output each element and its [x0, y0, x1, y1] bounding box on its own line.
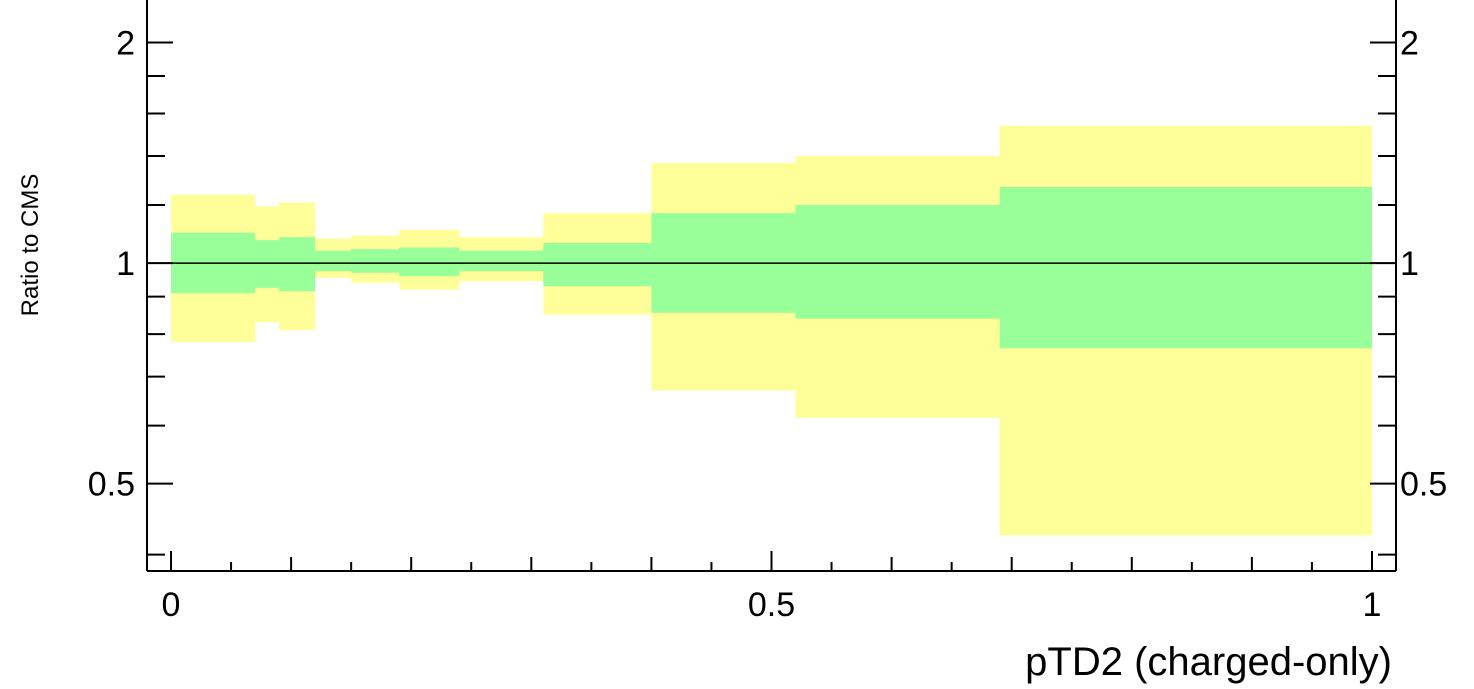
- uncertainty-bands: [171, 125, 1372, 536]
- y-tick-label-right: 1: [1400, 245, 1419, 283]
- y-tick-label-right: 2: [1400, 24, 1419, 62]
- x-tick-label: 0: [162, 586, 181, 624]
- axis-ticks: [147, 41, 1396, 571]
- tick-labels: 0 0.5 1 0.5 0.5 1 1 2 2: [88, 24, 1448, 624]
- x-axis-title: pTD2 (charged-only): [1025, 640, 1392, 684]
- y-tick-label-left: 0.5: [88, 466, 135, 504]
- x-tick-label: 1: [1363, 586, 1382, 624]
- x-tick-label: 0.5: [748, 586, 795, 624]
- y-tick-label-right: 0.5: [1400, 466, 1447, 504]
- y-tick-label-left: 2: [116, 24, 135, 62]
- y-axis-title: Ratio to CMS: [17, 174, 44, 317]
- band-1: [171, 187, 1372, 349]
- y-tick-label-left: 1: [116, 245, 135, 283]
